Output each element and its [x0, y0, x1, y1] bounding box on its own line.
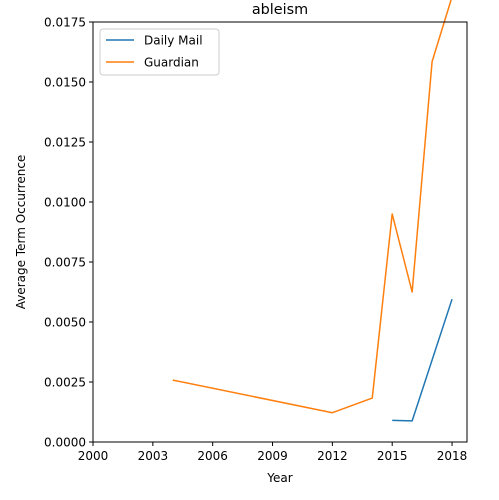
- series-line-guardian: [172, 0, 452, 414]
- legend-label-guardian: Guardian: [144, 56, 199, 70]
- y-tick-label: 0.0050: [44, 316, 86, 330]
- y-tick-label: 0.0100: [44, 196, 86, 210]
- chart-title: ableism: [252, 2, 308, 18]
- y-tick-label: 0.0175: [44, 16, 86, 30]
- plot-frame: [92, 21, 468, 443]
- y-tick-label: 0.0150: [44, 76, 86, 90]
- y-tick-label: 0.0025: [44, 376, 86, 390]
- series-line-daily-mail: [392, 298, 453, 422]
- x-axis-label: Year: [266, 471, 292, 485]
- y-tick-label: 0.0000: [44, 436, 86, 450]
- legend-label-daily-mail: Daily Mail: [144, 34, 203, 48]
- legend: Daily Mail Guardian: [99, 28, 220, 76]
- x-tick-label: 2003: [138, 449, 169, 463]
- x-tick-label: 2012: [317, 449, 348, 463]
- x-tick-label: 2015: [377, 449, 408, 463]
- y-axis-ticks: 0.0000 0.0025 0.0050 0.0075 0.0100 0.0125 0.01…: [44, 16, 93, 450]
- x-tick-label: 2018: [437, 449, 468, 463]
- x-axis-ticks: 2000 2003 2006 2009 2012 2015 2018: [78, 442, 468, 463]
- y-axis-label: Average Term Occurrence: [14, 155, 28, 310]
- x-tick-label: 2006: [197, 449, 228, 463]
- plot-lines: [172, 0, 453, 422]
- y-tick-label: 0.0075: [44, 256, 86, 270]
- y-tick-label: 0.0125: [44, 136, 86, 150]
- x-tick-label: 2009: [257, 449, 288, 463]
- x-tick-label: 2000: [78, 449, 109, 463]
